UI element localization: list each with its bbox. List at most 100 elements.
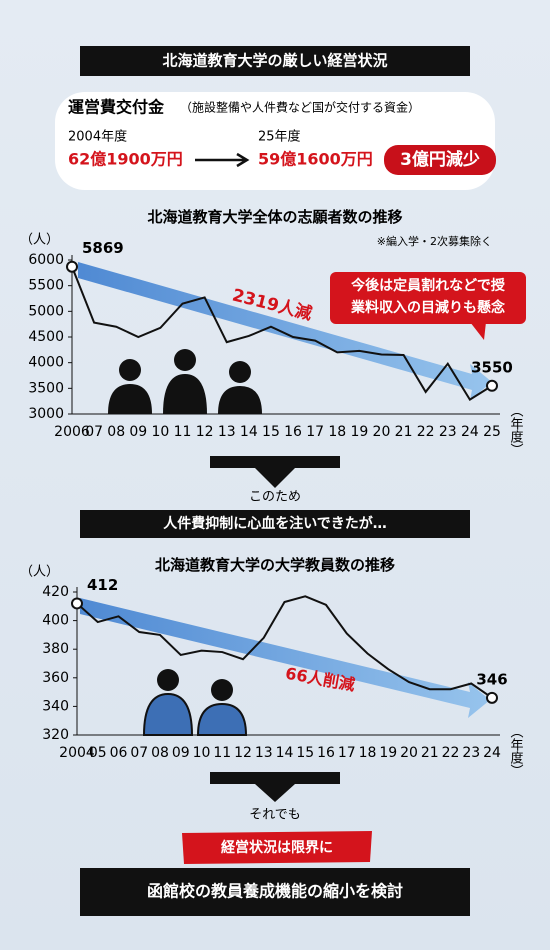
x-tick-label: 24 xyxy=(483,745,501,761)
x-tick-label: 08 xyxy=(151,745,169,761)
figure-body xyxy=(142,692,194,736)
x-tick-label: 10 xyxy=(193,745,211,761)
from-year: 2004年度 xyxy=(68,129,127,145)
y-tick-label: 3500 xyxy=(28,380,64,396)
trend-arrow xyxy=(80,598,490,718)
y-tick-label: 3000 xyxy=(28,406,64,422)
y-tick-label: 360 xyxy=(42,670,69,686)
x-tick-label: 07 xyxy=(130,745,148,761)
down-arrow-bar xyxy=(210,772,340,784)
data-line xyxy=(76,595,493,699)
x-tick-label: 05 xyxy=(89,745,107,761)
x-tick-label: 10 xyxy=(152,424,170,440)
x-tick-label: 12 xyxy=(196,424,214,440)
chart-note: ※編入学・2次募集除く xyxy=(377,234,492,248)
y-tick-label: 400 xyxy=(42,613,69,629)
x-tick-label: 11 xyxy=(174,424,192,440)
figure-head xyxy=(211,679,233,701)
subsidy-note: （施設整備や人件費など国が交付する資金） xyxy=(180,100,420,115)
x-unit: （年度） xyxy=(508,404,524,456)
y-tick-label: 5500 xyxy=(28,278,64,294)
flow-step: それでも xyxy=(249,808,301,823)
figure-body xyxy=(218,386,262,414)
banner xyxy=(80,510,470,538)
down-arrow-bar xyxy=(210,456,340,468)
y-tick-label: 4500 xyxy=(28,329,64,345)
x-tick-label: 2006 xyxy=(54,424,90,440)
to-amount: 59億1600万円 xyxy=(258,150,373,169)
x-tick-label: 14 xyxy=(276,745,294,761)
page-title: 北海道教育大学の厳しい経営状況 xyxy=(162,52,387,70)
data-label: 346 xyxy=(476,670,507,688)
data-label: 412 xyxy=(87,576,118,594)
figure-body xyxy=(196,702,248,736)
down-arrow xyxy=(255,460,295,488)
x-tick-label: 13 xyxy=(218,424,236,440)
flow-arrow xyxy=(195,152,250,168)
data-line xyxy=(71,266,493,402)
x-tick-label: 16 xyxy=(284,424,302,440)
conclusion-text: 函館校の教員養成機能の縮小を検討 xyxy=(147,882,403,901)
x-tick-label: 18 xyxy=(359,745,377,761)
change-pill xyxy=(384,145,496,175)
x-tick-label: 17 xyxy=(338,745,356,761)
x-tick-label: 22 xyxy=(442,745,460,761)
x-tick-label: 08 xyxy=(107,424,125,440)
x-tick-label: 15 xyxy=(296,745,314,761)
x-tick-label: 2004 xyxy=(59,745,95,761)
figure-head xyxy=(119,359,141,381)
change-text: 3億円減少 xyxy=(400,149,480,170)
y-tick-label: 5000 xyxy=(28,303,64,319)
x-tick-label: 20 xyxy=(373,424,391,440)
y-tick-label: 380 xyxy=(42,641,69,657)
x-tick-label: 24 xyxy=(461,424,479,440)
y-tick-label: 420 xyxy=(42,584,69,600)
y-unit: （人） xyxy=(20,565,59,580)
x-tick-label: 23 xyxy=(462,745,480,761)
x-tick-label: 14 xyxy=(240,424,258,440)
x-tick-label: 18 xyxy=(328,424,346,440)
title-bar xyxy=(80,46,470,76)
end-point xyxy=(66,260,78,273)
x-tick-label: 09 xyxy=(172,745,190,761)
x-tick-label: 21 xyxy=(395,424,413,440)
y-tick-label: 340 xyxy=(42,698,69,714)
alert-box xyxy=(182,831,372,864)
data-label: 3550 xyxy=(471,358,513,376)
down-arrow xyxy=(255,784,295,802)
banner-text: 人件費抑制に心血を注いできたが… xyxy=(163,515,387,532)
end-point xyxy=(71,597,83,610)
callout-text: 業料収入の目減りも懸念 xyxy=(350,299,506,316)
charts: 北海道教育大学全体の志願者数の推移 ※編入学・2次募集除く （人） （年度） 3000 3… xyxy=(20,208,526,777)
chart-title: 北海道教育大学全体の志願者数の推移 xyxy=(147,208,402,226)
x-tick-label: 23 xyxy=(439,424,457,440)
figure-head xyxy=(174,349,196,371)
x-tick-label: 19 xyxy=(350,424,368,440)
y-tick-label: 6000 xyxy=(28,252,64,268)
x-tick-label: 07 xyxy=(85,424,103,440)
end-point xyxy=(486,691,498,704)
x-tick-label: 22 xyxy=(417,424,435,440)
x-tick-label: 16 xyxy=(317,745,335,761)
figure-head xyxy=(229,361,251,383)
callout-text: 今後は定員割れなどで授 xyxy=(350,277,506,294)
from-amount: 62億1900万円 xyxy=(68,150,183,169)
figure-head xyxy=(157,669,179,691)
x-tick-label: 21 xyxy=(421,745,439,761)
trend-arrow xyxy=(78,262,492,400)
subsidy-label: 運営費交付金 xyxy=(68,98,165,117)
callout-box xyxy=(330,272,526,324)
y-tick-label: 4000 xyxy=(28,355,64,371)
y-unit: （人） xyxy=(20,233,59,248)
x-tick-label: 06 xyxy=(110,745,128,761)
x-tick-label: 17 xyxy=(306,424,324,440)
x-tick-label: 13 xyxy=(255,745,273,761)
x-tick-label: 20 xyxy=(400,745,418,761)
x-tick-label: 19 xyxy=(379,745,397,761)
x-tick-label: 11 xyxy=(213,745,231,761)
chart-title: 北海道教育大学の大学教員数の推移 xyxy=(155,556,395,574)
x-tick-label: 09 xyxy=(129,424,147,440)
y-tick-label: 320 xyxy=(42,727,69,743)
figure-body xyxy=(108,384,152,414)
